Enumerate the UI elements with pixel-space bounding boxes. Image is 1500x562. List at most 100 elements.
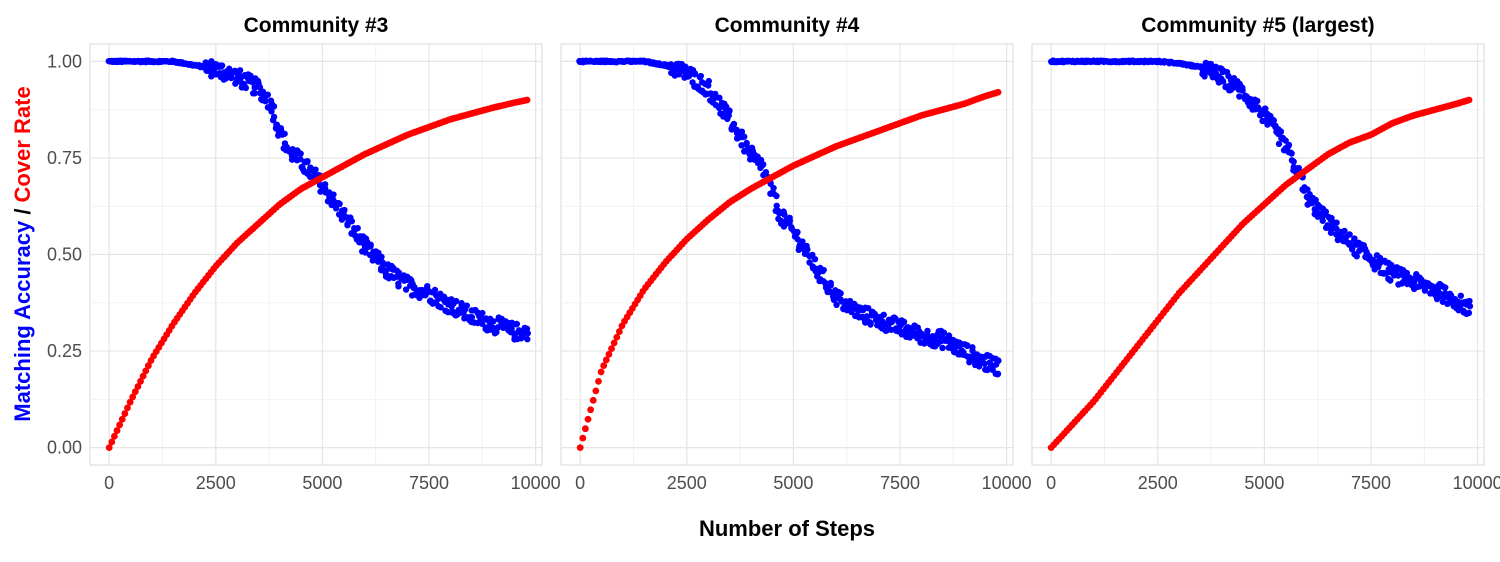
data-point	[712, 90, 719, 98]
y-tick-label: 0.50	[47, 245, 82, 265]
data-point	[981, 360, 988, 367]
data-point	[676, 71, 683, 78]
data-point	[697, 72, 705, 80]
y-tick-label: 0.75	[47, 148, 82, 168]
data-point	[1290, 158, 1297, 165]
data-point	[608, 345, 615, 352]
data-point	[589, 396, 597, 404]
facet-panels: Community #3 0 2500 5000 7500 10000 0.00 0.25 0.…	[47, 14, 1500, 493]
data-point	[924, 327, 931, 335]
data-point	[1465, 96, 1473, 104]
data-point	[270, 103, 278, 110]
panel-title: Community #4	[715, 14, 860, 37]
data-point	[137, 377, 144, 385]
data-point	[1333, 219, 1340, 226]
data-point	[296, 149, 303, 157]
x-axis-title: Number of Steps	[699, 516, 875, 541]
data-point	[490, 318, 497, 325]
data-point	[354, 224, 361, 232]
series-cover	[105, 96, 531, 452]
data-point	[1457, 292, 1465, 299]
data-point	[113, 427, 121, 434]
data-point	[367, 241, 374, 248]
data-point	[1236, 93, 1243, 100]
data-point	[348, 218, 356, 225]
data-point	[597, 368, 605, 376]
data-point	[1341, 227, 1348, 235]
facet-panel: Community #3 0 2500 5000 7500 10000 0.00 0.25 0.…	[47, 14, 561, 493]
data-point	[780, 208, 787, 215]
data-point	[939, 344, 946, 352]
x-tick-label: 5000	[302, 473, 342, 493]
data-point	[242, 84, 250, 92]
y-tick-label: 1.00	[47, 51, 82, 71]
data-point	[116, 421, 124, 429]
data-point	[1346, 231, 1353, 238]
data-point	[777, 217, 785, 224]
data-point	[312, 166, 319, 173]
y-axis-title-part: Matching Accuracy	[10, 220, 35, 422]
data-point	[437, 304, 444, 311]
data-point	[458, 300, 465, 307]
x-tick-label: 10000	[982, 473, 1032, 493]
data-point	[236, 67, 244, 74]
data-point	[129, 393, 137, 401]
data-point	[524, 336, 531, 343]
y-tick-label: 0.25	[47, 341, 82, 361]
data-point	[512, 321, 520, 328]
data-point	[1403, 269, 1411, 277]
data-point	[760, 161, 767, 168]
data-point	[304, 157, 311, 165]
data-point	[270, 113, 278, 121]
data-point	[1465, 309, 1473, 317]
data-point	[134, 383, 142, 390]
data-point	[424, 282, 431, 290]
data-point	[827, 279, 834, 287]
data-point	[743, 139, 750, 147]
data-point	[880, 311, 887, 318]
data-point	[524, 330, 531, 337]
data-point	[1319, 217, 1326, 224]
data-point	[595, 377, 602, 385]
y-axis-title-part: Cover Rate	[10, 86, 35, 202]
data-point	[613, 333, 621, 341]
panel-title: Community #3	[244, 14, 389, 37]
x-tick-label: 0	[104, 473, 114, 493]
data-point	[395, 283, 402, 290]
data-point	[1239, 87, 1246, 94]
data-point	[1282, 137, 1289, 144]
x-tick-label: 7500	[409, 473, 449, 493]
data-point	[1285, 141, 1293, 149]
data-point	[610, 339, 618, 347]
y-tick-label: 0.00	[47, 438, 82, 458]
data-point	[523, 96, 531, 104]
data-point	[332, 205, 340, 212]
data-point	[738, 142, 745, 149]
data-point	[1207, 60, 1215, 68]
x-tick-label: 10000	[511, 473, 561, 493]
data-point	[330, 191, 337, 198]
data-point	[1411, 278, 1418, 285]
data-point	[264, 91, 272, 98]
data-point	[431, 286, 439, 294]
series-cover	[576, 88, 1002, 452]
data-point	[865, 304, 872, 312]
data-point	[994, 370, 1002, 378]
data-point	[863, 313, 871, 321]
data-point	[730, 120, 738, 128]
data-point	[975, 363, 983, 370]
data-point	[267, 97, 275, 104]
facet-panel: Community #5 (largest) 0 2500 5000 7500 10000	[1031, 14, 1500, 493]
data-point	[516, 329, 523, 336]
data-point	[463, 302, 471, 309]
data-point	[900, 318, 908, 326]
data-point	[803, 246, 811, 253]
data-point	[1275, 140, 1283, 148]
data-point	[126, 398, 134, 406]
data-point	[1277, 128, 1285, 135]
panel-title: Community #5 (largest)	[1141, 14, 1374, 37]
series-accuracy	[1048, 57, 1474, 318]
data-point	[1466, 297, 1473, 305]
y-axis-title-part: /	[10, 202, 35, 220]
